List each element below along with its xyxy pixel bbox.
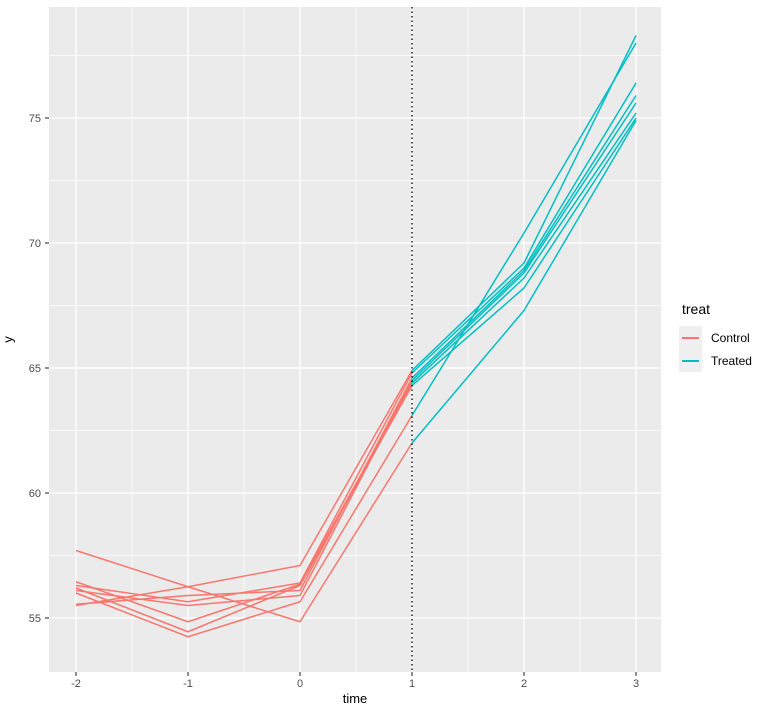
y-tick-label: 70: [29, 238, 41, 250]
y-tick-label: 55: [29, 613, 41, 625]
subject-line-treated: [411, 117, 637, 387]
legend-label-control: Control: [711, 330, 750, 345]
subject-line-control: [75, 370, 413, 607]
subject-line-treated: [411, 95, 637, 379]
subject-line-treated: [411, 42, 637, 416]
y-axis-title: y: [0, 336, 16, 343]
legend: treat Control Treated: [679, 301, 752, 372]
legend-entry-treated: Treated: [679, 349, 752, 372]
subject-line-control: [75, 377, 413, 605]
subject-line-treated: [411, 102, 637, 382]
x-tick-label: -2: [71, 678, 81, 690]
subject-line-treated: [411, 112, 637, 384]
subject-line-treated: [411, 120, 637, 444]
x-tick-label: 1: [409, 678, 415, 690]
x-tick-label: 0: [297, 678, 303, 690]
subject-line-treated: [411, 82, 637, 374]
legend-title: treat: [682, 301, 711, 317]
legend-entry-control: Control: [679, 326, 752, 349]
legend-label-treated: Treated: [711, 353, 752, 368]
subject-line-control: [75, 442, 413, 623]
y-tick-label: 75: [29, 113, 41, 125]
x-tick-label: 2: [521, 678, 527, 690]
legend-key-treated: [679, 349, 702, 372]
control-line-swatch-icon: [682, 336, 699, 339]
y-tick-label: 65: [29, 363, 41, 375]
subject-line-treated: [411, 35, 637, 372]
subject-line-control: [75, 380, 413, 607]
x-tick-label: 3: [633, 678, 639, 690]
x-axis-title: time: [342, 691, 368, 706]
subject-line-control: [75, 415, 413, 638]
y-tick-label: 60: [29, 488, 41, 500]
x-tick-label: -1: [183, 678, 193, 690]
treated-line-swatch-icon: [682, 359, 699, 362]
legend-key-control: [679, 326, 702, 349]
